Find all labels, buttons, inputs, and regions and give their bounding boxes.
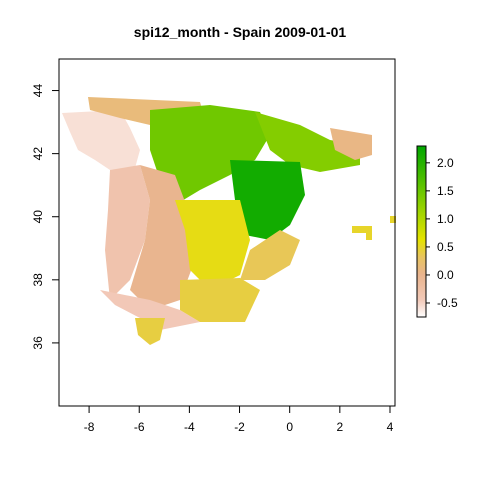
x-tick-label: 4: [387, 420, 394, 434]
x-axis: -8 -6 -4 -2 0 2 4: [84, 406, 394, 434]
region-levante: [240, 230, 300, 280]
chart-title: spi12_month - Spain 2009-01-01: [134, 24, 347, 40]
region-andalusia-east: [180, 278, 260, 322]
colorbar-tick-label: -0.5: [437, 296, 458, 310]
region-south-tip: [135, 318, 165, 345]
region-west-border: [105, 165, 150, 300]
region-andalusia-west: [100, 290, 200, 330]
x-tick-label: -6: [134, 420, 145, 434]
x-tick-label: 2: [336, 420, 343, 434]
colorbar-ticks: -0.5 0.0 0.5 1.0 1.5 2.0: [426, 156, 458, 310]
y-tick-label: 38: [31, 273, 45, 287]
plot-frame: [58, 58, 396, 407]
x-tick-label: -2: [234, 420, 245, 434]
raster-map: [62, 97, 396, 345]
colorbar: [416, 145, 427, 318]
y-tick-label: 40: [31, 210, 45, 224]
x-tick-label: -8: [84, 420, 95, 434]
colorbar-tick-label: 1.0: [437, 212, 454, 226]
region-la-mancha: [175, 200, 250, 290]
region-galicia: [62, 110, 140, 170]
y-tick-label: 42: [31, 147, 45, 161]
y-tick-label: 44: [31, 84, 45, 98]
region-catalonia: [330, 128, 372, 160]
x-tick-label: -4: [184, 420, 195, 434]
colorbar-tick-label: 0.0: [437, 268, 454, 282]
y-tick-label: 36: [31, 336, 45, 350]
colorbar-tick-label: 2.0: [437, 156, 454, 170]
region-north-plateau: [150, 105, 270, 205]
region-central-east: [230, 160, 305, 240]
region-balearic: [352, 216, 396, 240]
region-ebro-valley: [255, 112, 360, 172]
y-axis: 36 38 40 42 44: [31, 84, 59, 350]
colorbar-tick-label: 1.5: [437, 184, 454, 198]
colorbar-tick-label: 0.5: [437, 240, 454, 254]
x-tick-label: 0: [286, 420, 293, 434]
